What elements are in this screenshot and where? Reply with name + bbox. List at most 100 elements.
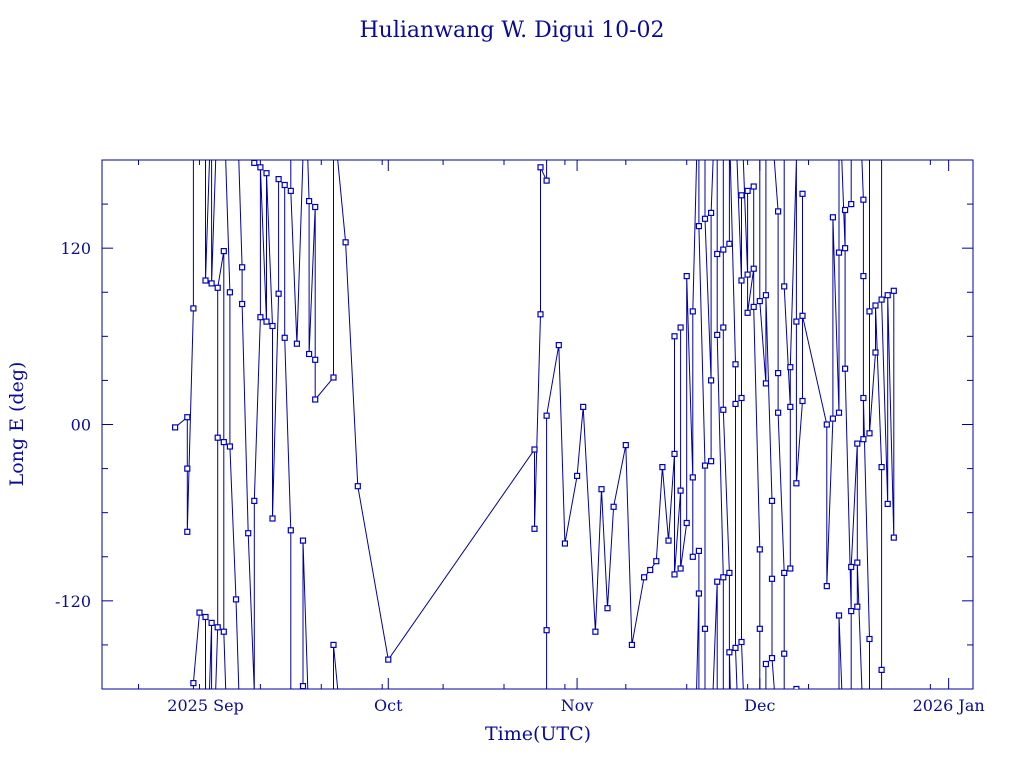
data-point bbox=[756, 298, 763, 305]
data-point bbox=[330, 641, 337, 649]
data-point bbox=[726, 240, 733, 247]
data-point bbox=[245, 530, 252, 537]
data-point bbox=[677, 565, 684, 572]
data-point bbox=[220, 628, 227, 635]
data-point bbox=[799, 397, 806, 405]
data-point bbox=[866, 308, 873, 315]
data-point bbox=[768, 654, 776, 662]
data-point bbox=[829, 415, 837, 422]
data-point bbox=[531, 446, 538, 453]
data-point bbox=[744, 271, 751, 278]
data-point bbox=[854, 603, 861, 610]
data-series bbox=[172, 160, 897, 689]
x-tick-label: 2026 Jan bbox=[913, 696, 985, 715]
data-point bbox=[841, 206, 849, 214]
x-tick-label: 2025 Sep bbox=[167, 696, 243, 715]
data-point bbox=[787, 565, 794, 572]
data-point bbox=[781, 569, 788, 577]
data-point bbox=[707, 377, 715, 384]
y-tick-label: -120 bbox=[55, 592, 91, 611]
data-point bbox=[214, 284, 221, 291]
y-tick-label: 00 bbox=[71, 416, 91, 435]
data-point bbox=[537, 164, 544, 171]
data-point bbox=[689, 474, 696, 481]
data-point bbox=[610, 503, 617, 510]
data-point bbox=[293, 340, 300, 347]
data-point bbox=[872, 302, 879, 309]
data-point bbox=[768, 497, 776, 504]
data-point bbox=[848, 607, 855, 615]
data-point bbox=[184, 465, 191, 472]
data-point bbox=[793, 318, 800, 325]
data-point bbox=[720, 324, 727, 331]
data-point bbox=[306, 350, 313, 358]
data-point bbox=[226, 443, 233, 450]
data-point bbox=[561, 540, 569, 547]
data-point bbox=[665, 537, 672, 544]
data-point bbox=[835, 409, 843, 416]
data-point bbox=[190, 679, 197, 687]
data-point bbox=[720, 406, 727, 413]
data-point bbox=[720, 574, 727, 581]
data-point bbox=[701, 625, 709, 632]
data-point bbox=[750, 303, 757, 310]
data-point bbox=[683, 519, 690, 527]
data-point bbox=[732, 644, 739, 652]
data-point bbox=[232, 596, 240, 603]
data-point bbox=[714, 331, 721, 338]
data-point bbox=[884, 500, 891, 507]
data-point bbox=[884, 292, 891, 299]
data-point bbox=[707, 458, 715, 465]
data-point bbox=[695, 223, 703, 230]
data-point bbox=[683, 273, 690, 280]
data-point bbox=[306, 198, 313, 205]
data-point bbox=[878, 296, 885, 303]
data-point bbox=[220, 439, 227, 446]
data-point bbox=[257, 164, 264, 171]
data-point bbox=[299, 682, 307, 689]
data-point bbox=[677, 324, 684, 331]
axis-ticks bbox=[102, 160, 973, 689]
data-point bbox=[890, 287, 897, 294]
x-tick-label: Dec bbox=[744, 696, 775, 715]
data-point bbox=[287, 187, 294, 194]
data-point bbox=[640, 574, 648, 581]
data-point bbox=[354, 483, 361, 490]
data-point bbox=[890, 534, 897, 541]
data-point bbox=[214, 624, 221, 631]
data-point bbox=[592, 628, 599, 635]
data-point bbox=[707, 209, 715, 216]
data-point bbox=[860, 273, 867, 280]
data-point bbox=[622, 442, 629, 449]
data-point bbox=[312, 203, 319, 211]
data-point bbox=[184, 414, 191, 421]
data-point bbox=[342, 239, 349, 246]
data-point bbox=[860, 196, 867, 203]
data-point bbox=[647, 566, 654, 574]
data-point bbox=[385, 656, 392, 663]
data-point bbox=[263, 170, 270, 177]
data-point bbox=[878, 666, 885, 674]
data-point bbox=[172, 424, 179, 431]
data-point bbox=[866, 430, 873, 437]
data-point bbox=[793, 685, 800, 689]
data-point bbox=[823, 582, 830, 590]
data-point bbox=[732, 400, 739, 407]
data-point bbox=[738, 277, 745, 284]
data-point bbox=[762, 380, 770, 387]
data-point bbox=[671, 571, 678, 578]
data-point bbox=[671, 333, 678, 340]
data-point bbox=[835, 249, 843, 256]
data-point bbox=[744, 187, 751, 194]
data-point bbox=[841, 365, 849, 372]
data-point bbox=[756, 546, 763, 553]
x-axis-label: Time(UTC) bbox=[485, 723, 591, 745]
data-point bbox=[768, 575, 776, 582]
data-point bbox=[580, 403, 587, 410]
data-point bbox=[190, 305, 197, 312]
data-point bbox=[239, 264, 246, 271]
data-point bbox=[275, 290, 282, 297]
data-point bbox=[677, 487, 684, 494]
data-point bbox=[756, 625, 763, 632]
